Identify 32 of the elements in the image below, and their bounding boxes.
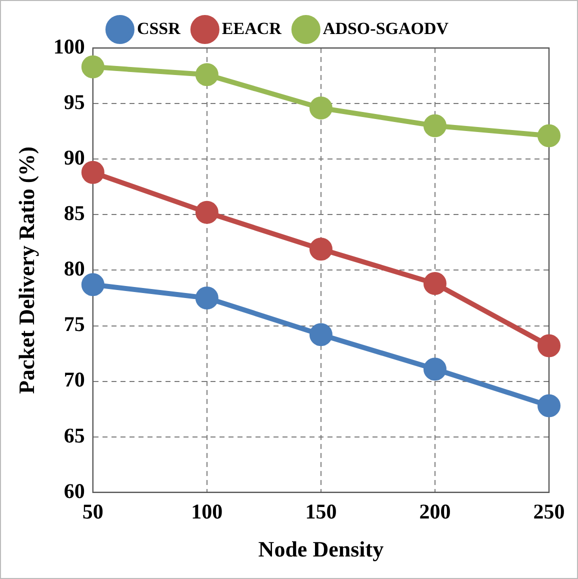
point bbox=[195, 286, 218, 310]
point bbox=[538, 394, 560, 418]
y-tick-label: 80 bbox=[64, 256, 85, 281]
y-tick-label: 100 bbox=[53, 34, 85, 58]
y-tick-label: 60 bbox=[64, 478, 85, 503]
x-axis-title: Node Density bbox=[258, 536, 384, 562]
point bbox=[423, 114, 446, 138]
point bbox=[309, 323, 332, 346]
point bbox=[423, 272, 446, 296]
x-tick-label: 100 bbox=[191, 499, 223, 524]
x-tick-label: 200 bbox=[419, 499, 451, 524]
point bbox=[538, 124, 560, 148]
y-tick-label: 75 bbox=[64, 312, 85, 336]
point bbox=[81, 55, 104, 78]
y-tick-label: 85 bbox=[64, 201, 85, 226]
legend-label: CSSR bbox=[136, 18, 182, 38]
point bbox=[195, 200, 218, 224]
y-tick-label: 95 bbox=[64, 90, 85, 114]
point bbox=[423, 358, 446, 381]
legend-label: ADSO-SGAODV bbox=[322, 18, 450, 38]
x-tick-label: 150 bbox=[305, 499, 337, 524]
x-tick-label: 50 bbox=[82, 499, 104, 524]
y-tick-label: 70 bbox=[64, 368, 85, 392]
y-tick-label: 65 bbox=[64, 423, 85, 448]
point bbox=[309, 96, 332, 120]
point bbox=[195, 63, 218, 86]
legend-label: EEACR bbox=[222, 18, 282, 38]
point bbox=[309, 238, 332, 261]
y-axis-title: Packet Delivery Ratio (%) bbox=[14, 146, 39, 394]
y-tick-label: 90 bbox=[64, 146, 85, 170]
x-tick-label: 250 bbox=[533, 499, 565, 524]
point bbox=[538, 334, 560, 358]
